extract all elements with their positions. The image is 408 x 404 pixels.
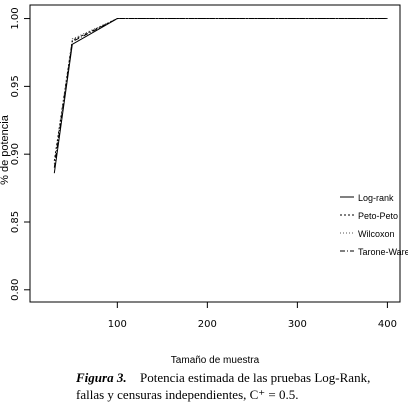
legend-label: Wilcoxon	[358, 229, 395, 239]
series-line	[53, 18, 388, 174]
x-axis-label: Tamaño de muestra	[171, 355, 260, 366]
series-line	[53, 18, 388, 164]
legend-label: Peto-Peto	[358, 211, 398, 221]
y-tick-label: 0.95	[10, 75, 21, 97]
y-tick-label: 0.85	[10, 211, 21, 233]
caption-label: Figura 3.	[75, 370, 127, 385]
plot-frame	[29, 4, 401, 303]
caption-line: Potencia estimada de las pruebas Log-Ran…	[140, 370, 370, 385]
series-line	[53, 18, 388, 162]
y-tick-label: 0.80	[10, 279, 21, 301]
x-tick-label: 400	[378, 319, 397, 330]
y-axis-label: % de potencia	[0, 114, 11, 185]
caption-line: fallas y censuras independientes, C⁺ = 0…	[76, 387, 299, 402]
legend-label: Log-rank	[358, 193, 394, 203]
x-tick-label: 100	[108, 319, 127, 330]
x-tick-label: 300	[288, 319, 307, 330]
y-tick-label: 1.00	[10, 7, 21, 29]
y-tick-label: 0.90	[10, 143, 21, 165]
legend-label: Tarone-Ware	[358, 247, 408, 257]
series-line	[53, 18, 388, 168]
x-tick-label: 200	[198, 319, 217, 330]
